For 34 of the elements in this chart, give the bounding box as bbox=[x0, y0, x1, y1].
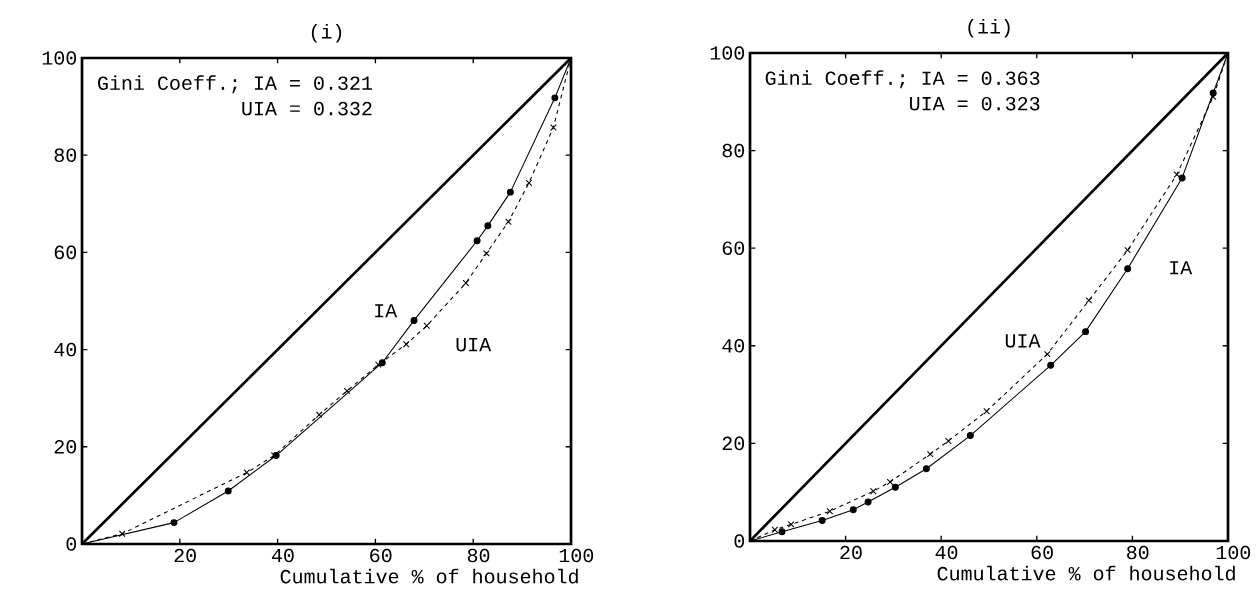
series-label: UIA bbox=[456, 338, 492, 352]
series-label: IA bbox=[1170, 261, 1193, 275]
y-tick-label: 0 bbox=[734, 534, 745, 548]
annotation: UIA = 0.332 bbox=[242, 101, 372, 116]
annotation: Gini Coeff.; IA = 0.321 bbox=[98, 75, 372, 94]
x-tick-label: 60 bbox=[370, 548, 392, 563]
x-tick-label: 40 bbox=[271, 548, 294, 563]
chart-title: (ii) bbox=[968, 18, 1010, 38]
chart-title: (i) bbox=[311, 23, 342, 43]
x-tick-label: 80 bbox=[1127, 545, 1149, 560]
y-tick-label: 20 bbox=[722, 436, 745, 451]
x-tick-label: 100 bbox=[1216, 545, 1251, 560]
series-label: UIA bbox=[1005, 334, 1041, 348]
y-tick-label: 60 bbox=[722, 241, 745, 255]
y-tick-label: 100 bbox=[710, 46, 745, 60]
x-tick-label: 60 bbox=[1031, 545, 1053, 560]
y-tick-label: 20 bbox=[54, 440, 77, 454]
series-label: IA bbox=[375, 304, 398, 318]
x-tick-label: 20 bbox=[174, 548, 196, 563]
annotation: Gini Coeff.; IA = 0.363 bbox=[765, 70, 1040, 89]
x-tick-label: 40 bbox=[935, 545, 958, 560]
y-tick-label: 80 bbox=[54, 148, 77, 162]
x-axis-title: Cumulative % of household bbox=[937, 565, 1235, 581]
y-tick-label: 40 bbox=[722, 339, 745, 353]
y-tick-label: 60 bbox=[54, 245, 77, 260]
x-tick-label: 80 bbox=[467, 548, 490, 563]
y-tick-label: 80 bbox=[722, 143, 745, 158]
y-tick-label: 100 bbox=[42, 51, 77, 65]
y-tick-label: 40 bbox=[54, 342, 77, 357]
y-tick-label: 0 bbox=[66, 537, 77, 551]
x-tick-label: 20 bbox=[840, 545, 862, 560]
annotation: UIA = 0.323 bbox=[910, 96, 1040, 111]
x-tick-label: 100 bbox=[559, 548, 594, 563]
x-axis-title: Cumulative % of household bbox=[280, 568, 578, 584]
